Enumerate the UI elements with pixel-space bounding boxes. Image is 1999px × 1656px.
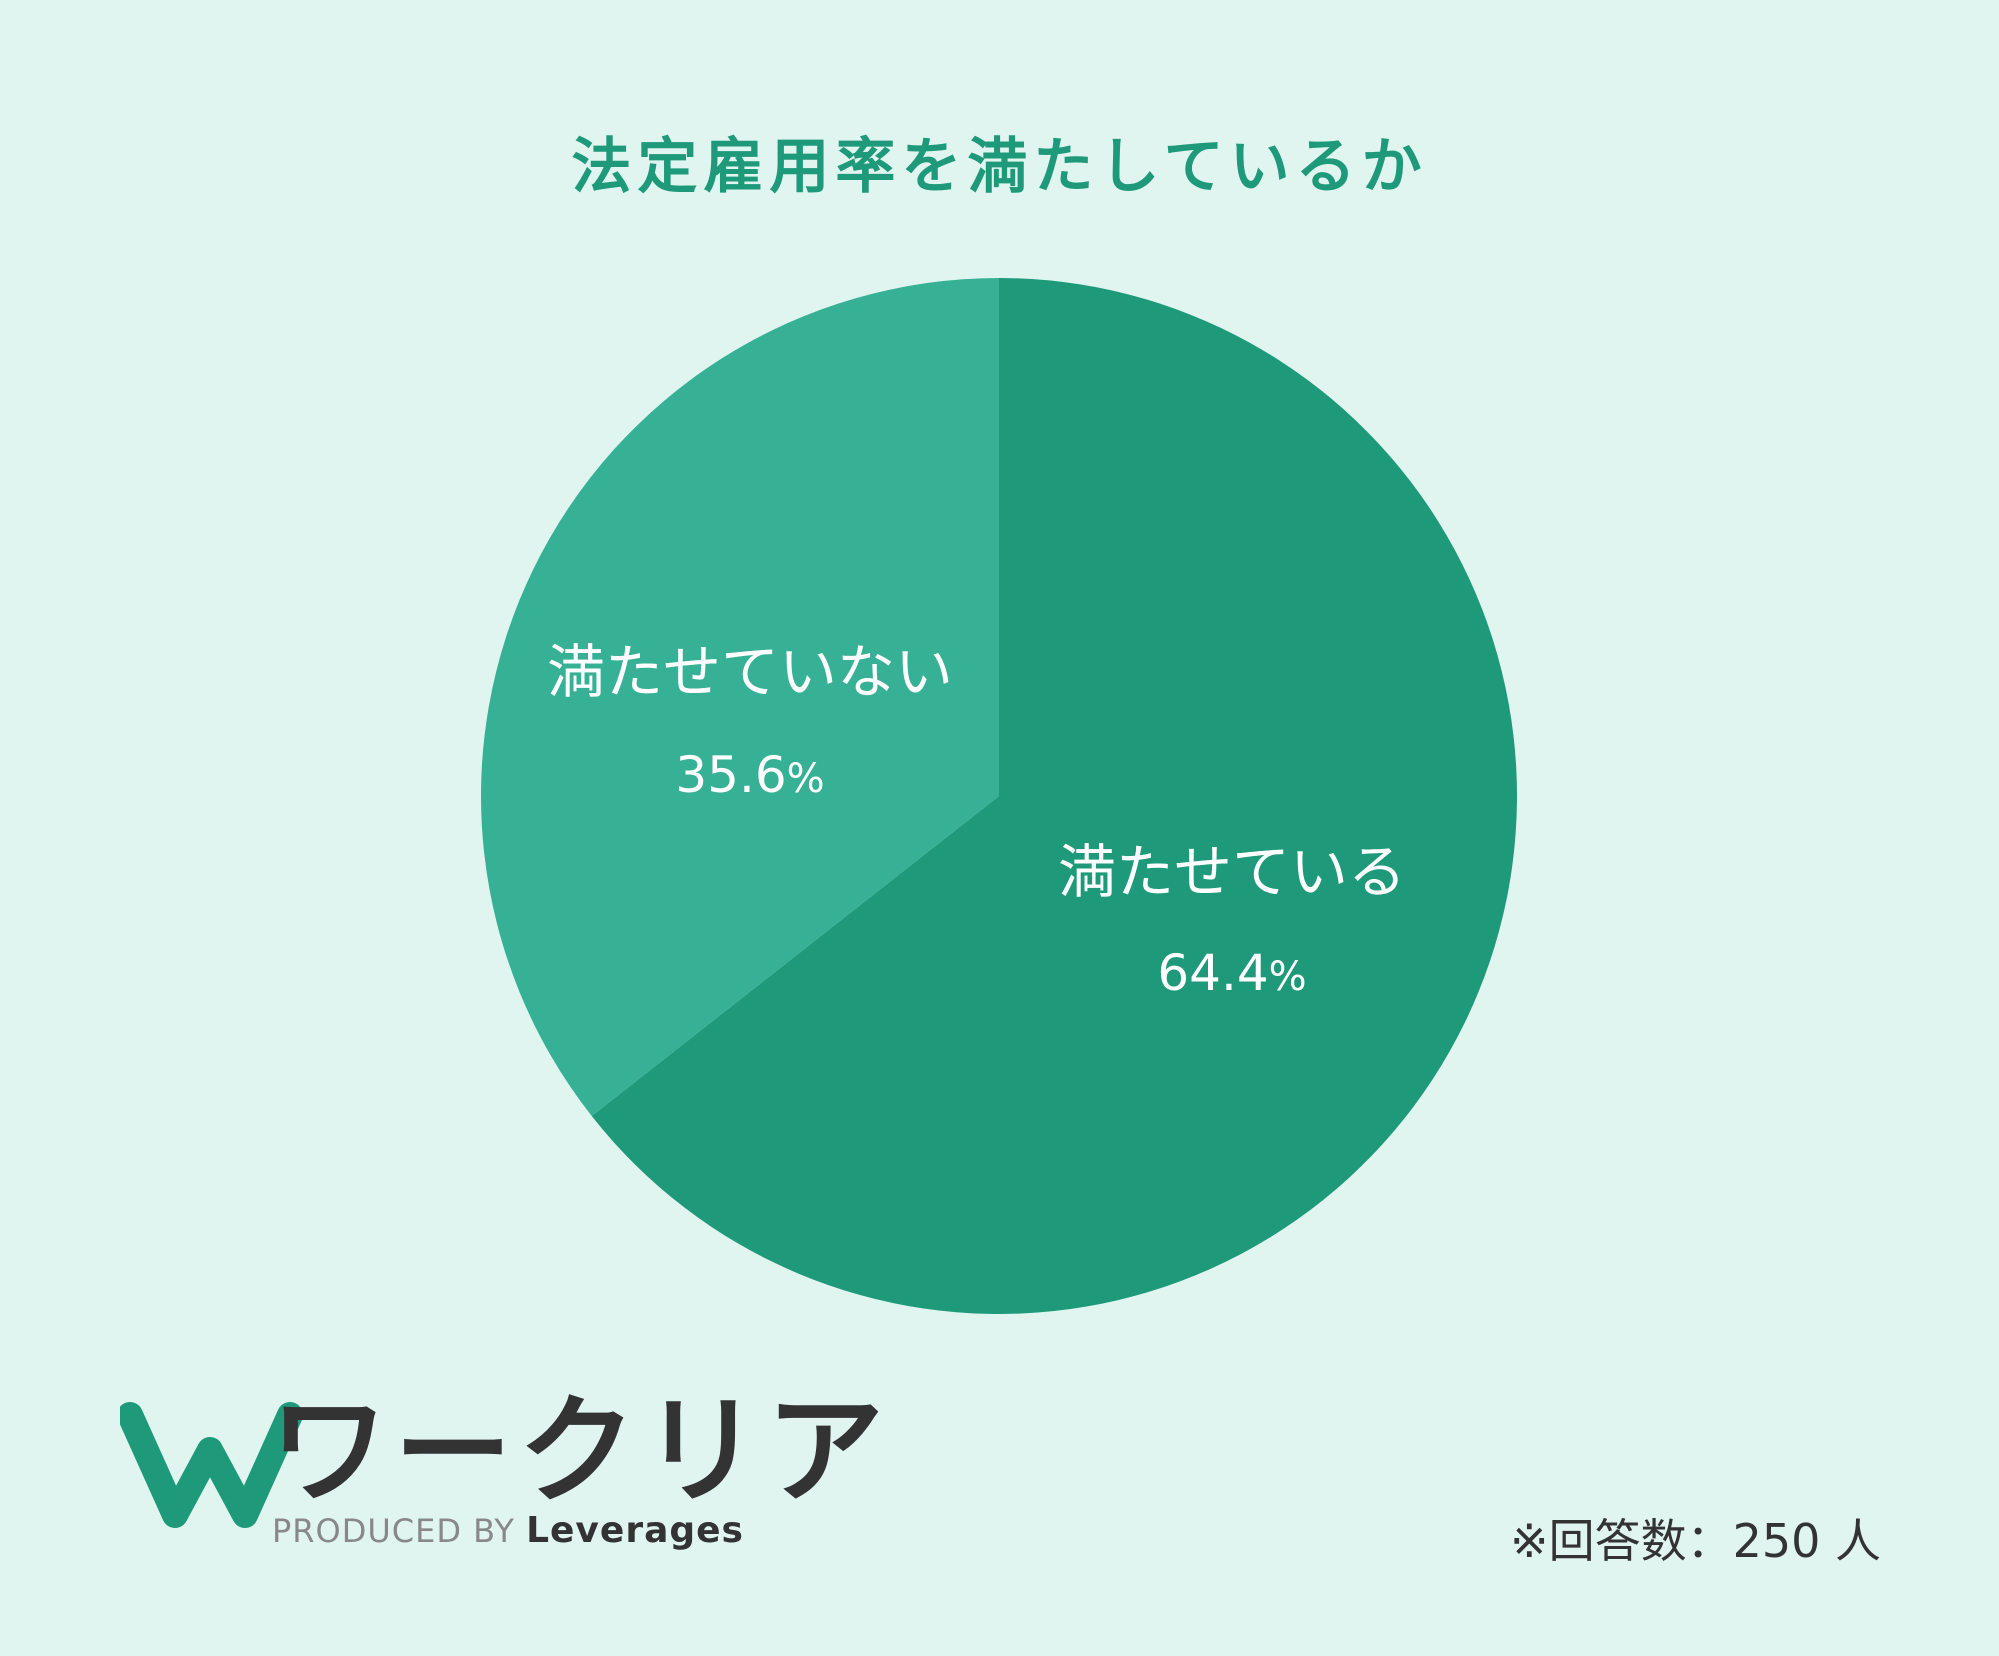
logo-wordmark: ワークリア — [270, 1382, 891, 1520]
pie-slice-not-satisfied — [480, 278, 999, 1117]
pie-slice-satisfied — [591, 278, 1517, 1314]
chart-title: 法定雇用率を満たしているか — [571, 132, 1428, 202]
slice-value-not-satisfied: 35.6% — [675, 746, 824, 804]
produced-by: PRODUCED BY Leverages — [272, 1510, 744, 1551]
produced-by-prefix: PRODUCED BY — [272, 1512, 515, 1550]
slice-label-satisfied: 満たせている — [1058, 838, 1406, 906]
workclear-logo-icon — [120, 1402, 303, 1528]
slice-value-satisfied: 64.4% — [1157, 944, 1306, 1002]
produced-by-brand: Leverages — [526, 1510, 744, 1551]
slice-label-not-satisfied: 満たせていない — [547, 638, 953, 706]
respondent-count-note: ※回答数：250 人 — [1510, 1514, 1881, 1568]
